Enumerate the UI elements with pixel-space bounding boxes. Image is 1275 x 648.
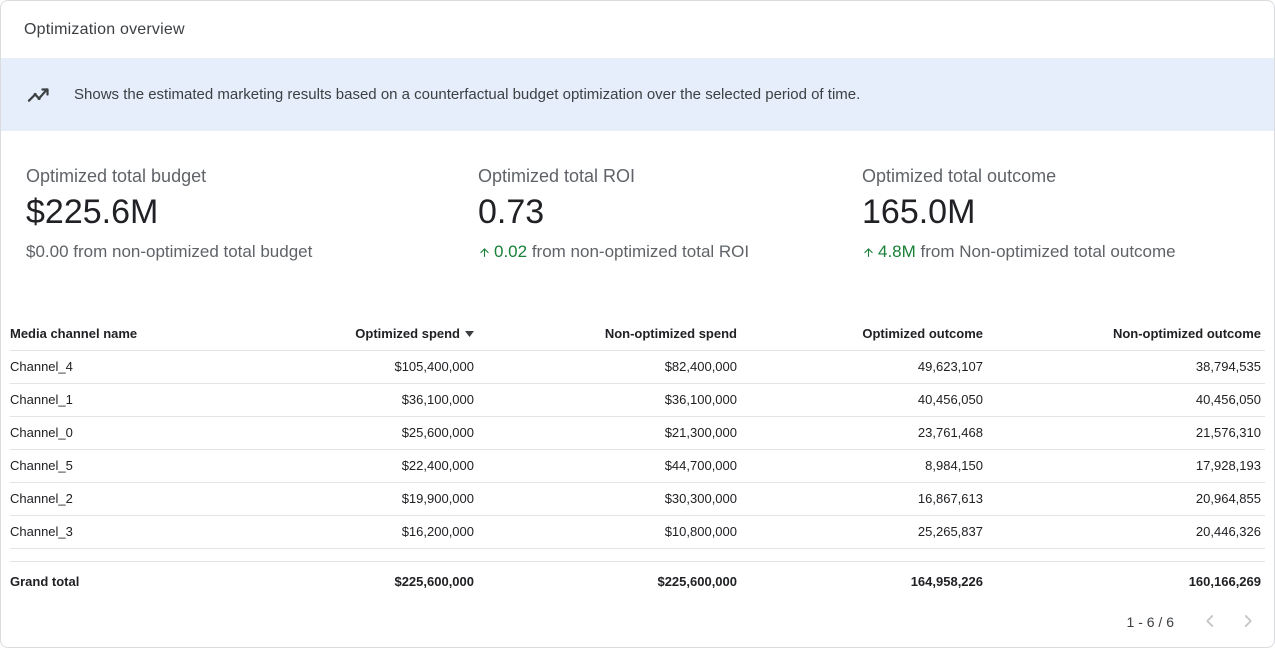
kpi-delta: $0.00 from non-optimized total budget: [26, 241, 478, 263]
banner-text: Shows the estimated marketing results ba…: [74, 86, 861, 103]
table-cell: Channel_4: [10, 350, 328, 384]
table-cell: 40,456,050: [987, 383, 1265, 417]
kpi-label: Optimized total budget: [26, 166, 207, 186]
column-header-label: Optimized outcome: [862, 325, 983, 341]
kpi-value: 165.0M: [862, 193, 976, 231]
page-title: Optimization overview: [24, 20, 185, 38]
table-cell: $82,400,000: [478, 350, 741, 384]
kpi-delta-text: from non-optimized total ROI: [527, 242, 750, 261]
sort-descending-icon: [465, 325, 474, 340]
kpi-row: Optimized total budget $225.6M $0.00 fro…: [1, 131, 1274, 263]
table-cell: 40,456,050: [741, 383, 987, 417]
table-cell: 8,984,150: [741, 449, 987, 483]
info-banner: Shows the estimated marketing results ba…: [1, 58, 1274, 131]
kpi-delta-text: from non-optimized total budget: [68, 242, 313, 261]
table-cell: 17,928,193: [987, 449, 1265, 483]
table-cell: 16,867,613: [741, 482, 987, 516]
kpi-value: $225.6M: [26, 193, 159, 231]
table-cell: $105,400,000: [328, 350, 478, 384]
table-cell: 38,794,535: [987, 350, 1265, 384]
table-row: Channel_4 $105,400,000 $82,400,000 49,62…: [10, 350, 1265, 384]
kpi-optimized-total-roi: Optimized total ROI 0.73 0.02 from non-o…: [478, 165, 862, 263]
channel-table: Media channel name Optimized spend Non-o…: [10, 319, 1265, 600]
table-cell: 21,576,310: [987, 416, 1265, 450]
kpi-delta-value: 4.8M: [878, 242, 916, 261]
kpi-delta-value: 0.02: [494, 242, 528, 261]
column-header-media-channel-name[interactable]: Media channel name: [10, 319, 328, 351]
column-header-label: Media channel name: [10, 325, 138, 341]
chevron-left-icon: [1199, 610, 1221, 635]
table-cell: 20,964,855: [987, 482, 1265, 516]
table-cell: Channel_5: [10, 449, 328, 483]
next-page-button[interactable]: [1234, 608, 1262, 636]
grand-total-row: Grand total $225,600,000 $225,600,000 16…: [10, 561, 1265, 600]
kpi-value: 0.73: [478, 193, 545, 231]
table-cell: $21,300,000: [478, 416, 741, 450]
column-header-label: Non-optimized outcome: [1112, 325, 1261, 341]
table-cell: $30,300,000: [478, 482, 741, 516]
kpi-label: Optimized total outcome: [862, 166, 1057, 186]
table-cell: Channel_1: [10, 383, 328, 417]
grand-total-cell: Grand total: [10, 561, 328, 600]
table-cell: $36,100,000: [328, 383, 478, 417]
column-header-optimized-outcome[interactable]: Optimized outcome: [741, 319, 987, 351]
grand-total-cell: $225,600,000: [328, 561, 478, 600]
grand-total-cell: 160,166,269: [987, 561, 1265, 600]
kpi-label: Optimized total ROI: [478, 166, 636, 186]
table-cell: Channel_0: [10, 416, 328, 450]
table-cell: $10,800,000: [478, 515, 741, 549]
chevron-right-icon: [1237, 610, 1259, 635]
table-row: Channel_2 $19,900,000 $30,300,000 16,867…: [10, 482, 1265, 516]
table-cell: Channel_2: [10, 482, 328, 516]
pagination-range: 1 - 6 / 6: [1126, 614, 1174, 630]
table-cell: $16,200,000: [328, 515, 478, 549]
table-row: Channel_3 $16,200,000 $10,800,000 25,265…: [10, 515, 1265, 549]
grand-total-cell: 164,958,226: [741, 561, 987, 600]
column-header-label: Non-optimized spend: [604, 325, 737, 341]
column-header-optimized-spend[interactable]: Optimized spend: [328, 319, 478, 351]
table-cell: $44,700,000: [478, 449, 741, 483]
table-row: Channel_1 $36,100,000 $36,100,000 40,456…: [10, 383, 1265, 417]
column-header-label: Optimized spend: [355, 326, 460, 341]
table-cell: $19,900,000: [328, 482, 478, 516]
column-header-non-optimized-outcome[interactable]: Non-optimized outcome: [987, 319, 1265, 351]
table-header-row: Media channel name Optimized spend Non-o…: [10, 319, 1265, 351]
previous-page-button[interactable]: [1196, 608, 1224, 636]
kpi-delta: 0.02 from non-optimized total ROI: [478, 241, 862, 263]
kpi-optimized-total-budget: Optimized total budget $225.6M $0.00 fro…: [26, 165, 478, 263]
table-cell: 25,265,837: [741, 515, 987, 549]
table-row: Channel_5 $22,400,000 $44,700,000 8,984,…: [10, 449, 1265, 483]
card-titlebar: Optimization overview: [1, 1, 1274, 58]
column-header-non-optimized-spend[interactable]: Non-optimized spend: [478, 319, 741, 351]
table-cell: $22,400,000: [328, 449, 478, 483]
table-row: Channel_0 $25,600,000 $21,300,000 23,761…: [10, 416, 1265, 450]
arrow-up-icon: [478, 246, 491, 259]
table-cell: Channel_3: [10, 515, 328, 549]
pagination: 1 - 6 / 6: [1, 600, 1274, 636]
kpi-delta-text: from Non-optimized total outcome: [915, 242, 1176, 261]
kpi-optimized-total-outcome: Optimized total outcome 165.0M 4.8M from…: [862, 165, 1176, 263]
table-cell: 23,761,468: [741, 416, 987, 450]
arrow-up-icon: [862, 246, 875, 259]
grand-total-cell: $225,600,000: [478, 561, 741, 600]
table-cell: $36,100,000: [478, 383, 741, 417]
insights-icon: [25, 81, 52, 108]
kpi-delta-value: $0.00: [26, 242, 69, 261]
table-spacer-row: [10, 549, 1265, 562]
table-cell: 20,446,326: [987, 515, 1265, 549]
table-cell: 49,623,107: [741, 350, 987, 384]
kpi-delta: 4.8M from Non-optimized total outcome: [862, 241, 1176, 263]
table-cell: $25,600,000: [328, 416, 478, 450]
